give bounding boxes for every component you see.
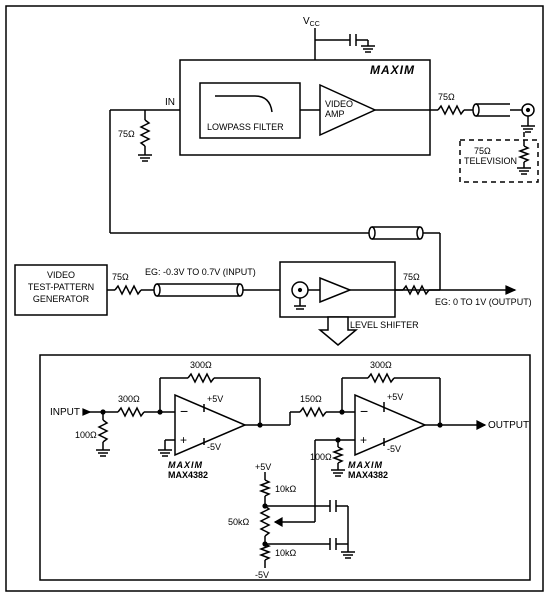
brand-logo: MAXIM [370,63,415,77]
eg-out-label: EG: 0 TO 1V (OUTPUT) [435,297,532,307]
svg-text:+: + [360,433,367,447]
n5v-1: -5V [207,442,221,452]
levelshifter-label: LEVEL SHIFTER [350,320,419,330]
p5v-div: +5V [255,462,271,472]
video-amp-label-1: VIDEO [325,99,353,109]
eg-in-label: EG: -0.3V TO 0.7V (INPUT) [145,267,256,277]
svg-text:MAXIM: MAXIM [348,460,383,470]
output-label: OUTPUT [488,420,529,431]
part2-label: MAX4382 [348,470,388,480]
p5v-1: +5V [207,394,223,404]
r50k-label: 50kΩ [228,517,250,527]
tv-label-1: 75Ω [474,146,491,156]
schematic-diagram: VCC MAXIM LOWPASS FILTER VIDEO AMP IN 75… [0,0,549,597]
svg-text:MAXIM: MAXIM [168,460,203,470]
n5v-2: -5V [387,444,401,454]
video-amp-label-2: AMP [325,109,345,119]
n5v-div: -5V [255,570,269,580]
r75-shift-label: 75Ω [403,272,420,282]
r300-in-label: 300Ω [118,394,140,404]
tv-label-2: TELEVISION [464,156,517,166]
lowpass-label: LOWPASS FILTER [207,122,284,132]
svg-text:+: + [180,433,187,447]
inset-box [40,355,530,580]
in-label: IN [165,97,175,108]
gen-l2: TEST-PATTERN [28,282,94,292]
r10k-bot-label: 10kΩ [275,548,297,558]
part1-label: MAX4382 [168,470,208,480]
r75-out-label: 75Ω [438,92,455,102]
gen-l3: GENERATOR [33,294,90,304]
r75-tl-label: 75Ω [118,129,135,139]
r100-left-label: 100Ω [75,430,97,440]
r10k-top-label: 10kΩ [275,484,297,494]
r150-label: 150Ω [300,394,322,404]
p5v-2: +5V [387,392,403,402]
r300-fb2-label: 300Ω [370,360,392,370]
gen-l1: VIDEO [47,270,75,280]
r75-gen-label: 75Ω [112,272,129,282]
svg-text:−: − [180,403,188,419]
r300-fb1-label: 300Ω [190,360,212,370]
input-label: INPUT [50,407,80,418]
r100-2-label: 100Ω [310,452,332,462]
svg-text:−: − [360,403,368,419]
